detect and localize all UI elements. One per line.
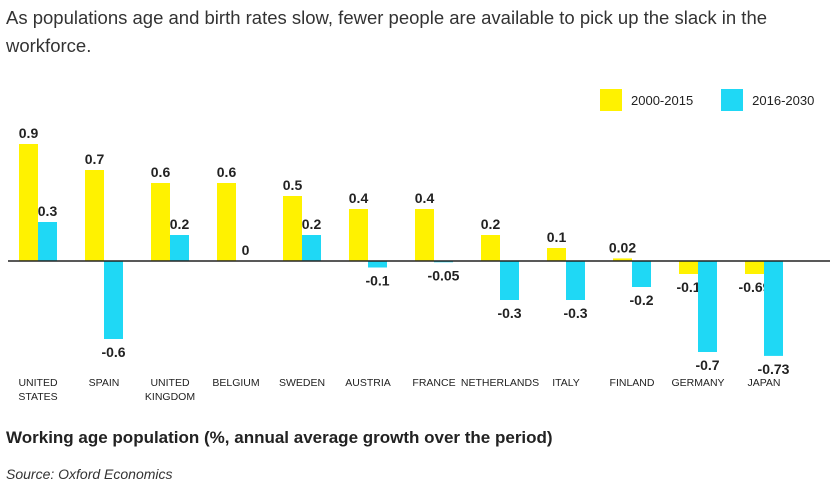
- bar-2016-2030-5: [368, 261, 387, 268]
- data-label-2016-2030-1: -0.6: [101, 344, 125, 360]
- data-label-2000-2015-4: 0.5: [283, 177, 303, 193]
- bar-2000-2015-4: [283, 196, 302, 261]
- legend-swatch-2016-2030: [721, 89, 744, 111]
- data-label-2016-2030-7: -0.3: [497, 305, 521, 321]
- category-label-6-line-0: FRANCE: [412, 377, 455, 389]
- bar-2000-2015-6: [415, 209, 434, 261]
- category-label-2-line-1: KINGDOM: [145, 391, 195, 403]
- chart-headline: As populations age and birth rates slow,…: [6, 7, 768, 56]
- data-label-2016-2030-6: -0.05: [428, 267, 460, 283]
- data-label-2000-2015-10: -0.1: [676, 279, 700, 295]
- bar-2000-2015-8: [547, 248, 566, 261]
- chart-title: Working age population (%, annual averag…: [6, 428, 553, 447]
- data-label-2000-2015-5: 0.4: [349, 190, 369, 206]
- data-label-2000-2015-6: 0.4: [415, 190, 435, 206]
- data-label-2000-2015-11: -0.69: [739, 279, 771, 295]
- bar-2000-2015-10: [679, 261, 698, 274]
- bar-2000-2015-2: [151, 183, 170, 261]
- data-label-2000-2015-8: 0.1: [547, 229, 567, 245]
- legend-label-2000-2015: 2000-2015: [631, 92, 694, 108]
- category-label-11-line-0: JAPAN: [747, 377, 780, 389]
- data-label-2000-2015-3: 0.6: [217, 164, 237, 180]
- category-label-0-line-1: STATES: [18, 391, 57, 403]
- bar-2016-2030-1: [104, 261, 123, 339]
- bar-2016-2030-8: [566, 261, 585, 300]
- data-label-2016-2030-10: -0.7: [695, 357, 719, 373]
- data-label-2000-2015-1: 0.7: [85, 151, 105, 167]
- category-label-7-line-0: NETHERLANDS: [461, 377, 539, 389]
- bar-2016-2030-11: [764, 261, 783, 356]
- data-label-2016-2030-3: 0: [242, 242, 250, 258]
- bar-2000-2015-9: [613, 258, 632, 261]
- category-label-10-line-0: GERMANY: [671, 377, 724, 389]
- category-label-0-line-0: UNITED: [18, 377, 58, 389]
- data-label-2016-2030-2: 0.2: [170, 216, 190, 232]
- bar-2016-2030-9: [632, 261, 651, 287]
- category-label-1-line-0: SPAIN: [89, 377, 120, 389]
- category-label-5-line-0: AUSTRIA: [345, 377, 391, 389]
- data-label-2016-2030-8: -0.3: [563, 305, 587, 321]
- chart-source: Source: Oxford Economics: [6, 466, 173, 482]
- legend-item-2000-2015: 2000-2015: [600, 89, 693, 111]
- bar-2016-2030-4: [302, 235, 321, 261]
- data-label-2016-2030-5: -0.1: [365, 273, 389, 289]
- data-label-2000-2015-2: 0.6: [151, 164, 171, 180]
- bar-2000-2015-1: [85, 170, 104, 261]
- data-label-2000-2015-0: 0.9: [19, 125, 39, 141]
- bar-2000-2015-5: [349, 209, 368, 261]
- chart-legend: 2000-2015 2016-2030: [600, 89, 814, 111]
- category-label-9-line-0: FINLAND: [610, 377, 655, 389]
- bar-2000-2015-7: [481, 235, 500, 261]
- bar-2016-2030-0: [38, 222, 57, 261]
- legend-swatch-2000-2015: [600, 89, 622, 111]
- bar-2016-2030-2: [170, 235, 189, 261]
- bar-2000-2015-0: [19, 144, 38, 261]
- data-label-2000-2015-7: 0.2: [481, 216, 501, 232]
- bar-2016-2030-10: [698, 261, 717, 352]
- data-label-2016-2030-11: -0.73: [758, 361, 790, 377]
- bar-2000-2015-3: [217, 183, 236, 261]
- legend-label-2016-2030: 2016-2030: [752, 92, 815, 108]
- legend-item-2016-2030: 2016-2030: [721, 89, 814, 111]
- bar-2016-2030-7: [500, 261, 519, 300]
- category-label-2-line-0: UNITED: [150, 377, 190, 389]
- data-label-2016-2030-9: -0.2: [629, 292, 653, 308]
- category-label-8-line-0: ITALY: [552, 377, 580, 389]
- bar-2000-2015-11: [745, 261, 764, 274]
- category-label-4-line-0: SWEDEN: [279, 377, 325, 389]
- data-label-2016-2030-0: 0.3: [38, 203, 58, 219]
- category-label-3-line-0: BELGIUM: [212, 377, 259, 389]
- data-label-2016-2030-4: 0.2: [302, 216, 322, 232]
- data-label-2000-2015-9: 0.02: [609, 239, 636, 255]
